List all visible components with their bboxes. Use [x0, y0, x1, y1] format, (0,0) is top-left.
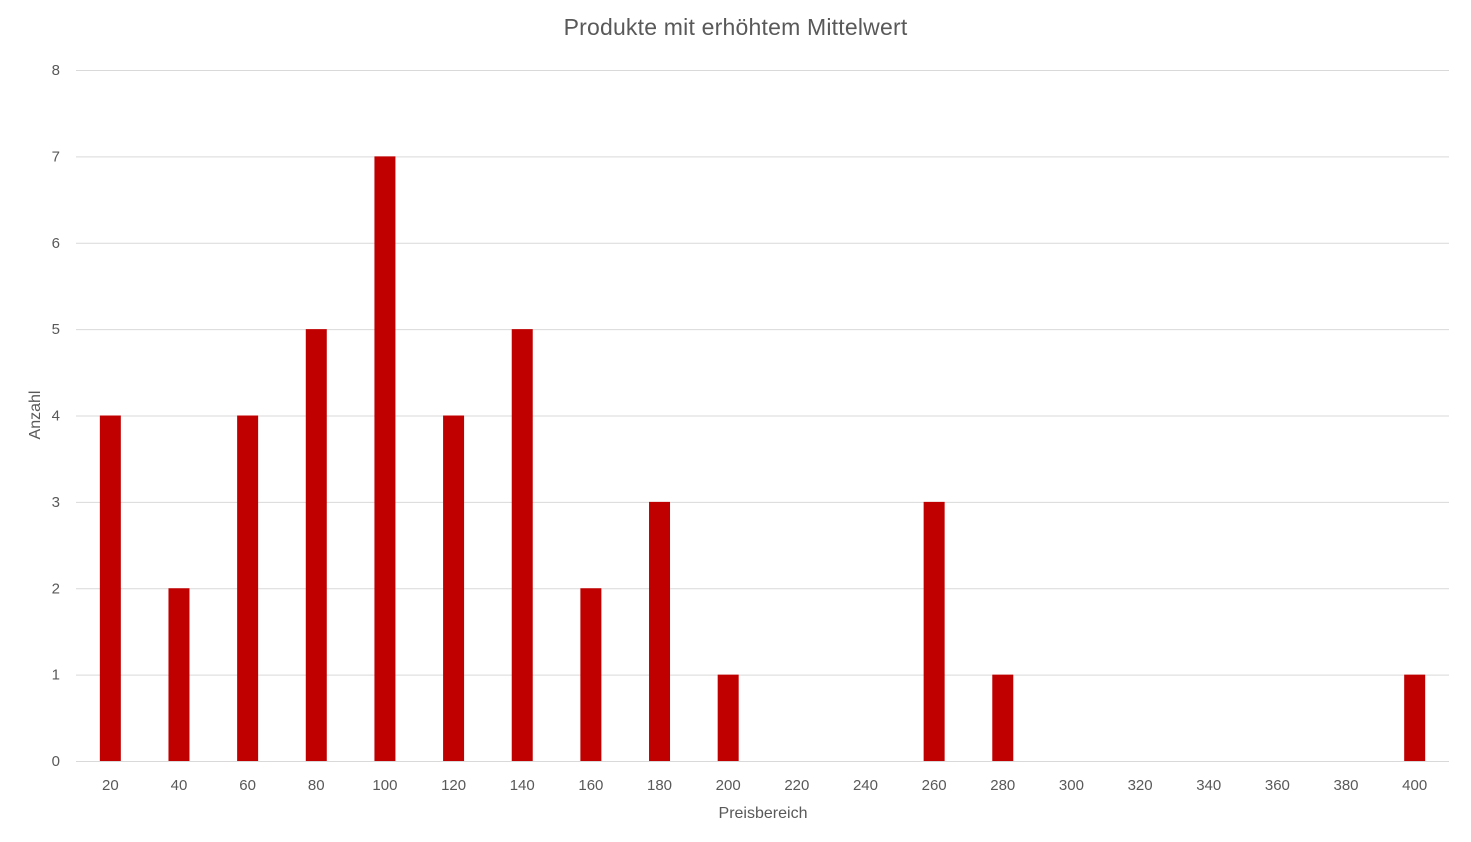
- y-tick-label: 5: [52, 321, 60, 338]
- x-tick-label: 40: [171, 777, 188, 794]
- x-tick-label: 360: [1265, 777, 1290, 794]
- gridlines: [76, 70, 1449, 762]
- y-tick-label: 3: [52, 494, 60, 511]
- x-tick-label: 300: [1059, 777, 1084, 794]
- x-tick-label: 240: [853, 777, 878, 794]
- y-axis-title: Anzahl: [27, 391, 44, 440]
- x-tick-label: 200: [716, 777, 741, 794]
- bar: [649, 501, 671, 762]
- y-tick-label: 6: [52, 235, 60, 252]
- x-tick-label: 320: [1128, 777, 1153, 794]
- bar: [717, 674, 739, 762]
- x-tick-label: 20: [102, 777, 119, 794]
- y-tick-label: 1: [52, 667, 60, 684]
- x-axis-title: Preisbereich: [719, 805, 808, 822]
- x-tick-label: 80: [308, 777, 325, 794]
- x-tick-label: 400: [1402, 777, 1427, 794]
- x-tick-label: 180: [647, 777, 672, 794]
- x-tick-label: 280: [990, 777, 1015, 794]
- y-tick-label: 4: [52, 408, 60, 425]
- y-tick-label: 7: [52, 148, 60, 165]
- bar: [374, 156, 396, 762]
- bar: [305, 329, 327, 762]
- bar: [99, 415, 121, 761]
- x-tick-label: 160: [578, 777, 603, 794]
- x-tick-label: 260: [922, 777, 947, 794]
- x-tick-label: 220: [784, 777, 809, 794]
- bar: [923, 501, 945, 762]
- bar: [992, 674, 1014, 762]
- bar: [1404, 674, 1426, 762]
- bar: [168, 588, 190, 761]
- x-tick-label: 60: [239, 777, 256, 794]
- chart-title: Produkte mit erhöhtem Mittelwert: [563, 14, 908, 40]
- bar: [237, 415, 259, 761]
- bar: [511, 329, 533, 762]
- y-axis-ticks: 0 1 2 3 4 5 6 7 8: [52, 62, 60, 770]
- x-tick-label: 140: [510, 777, 535, 794]
- y-tick-label: 2: [52, 580, 60, 597]
- x-tick-label: 340: [1196, 777, 1221, 794]
- x-tick-label: 380: [1334, 777, 1359, 794]
- y-tick-label: 0: [52, 753, 60, 770]
- x-tick-label: 100: [372, 777, 397, 794]
- bars: [99, 156, 1426, 762]
- bar: [443, 415, 465, 761]
- x-axis-ticks: 20 40 60 80 100 120 140 160 180 200 220 240 260 280 30…: [102, 777, 1427, 794]
- x-tick-label: 120: [441, 777, 466, 794]
- bar: [580, 588, 602, 761]
- y-tick-label: 8: [52, 62, 60, 79]
